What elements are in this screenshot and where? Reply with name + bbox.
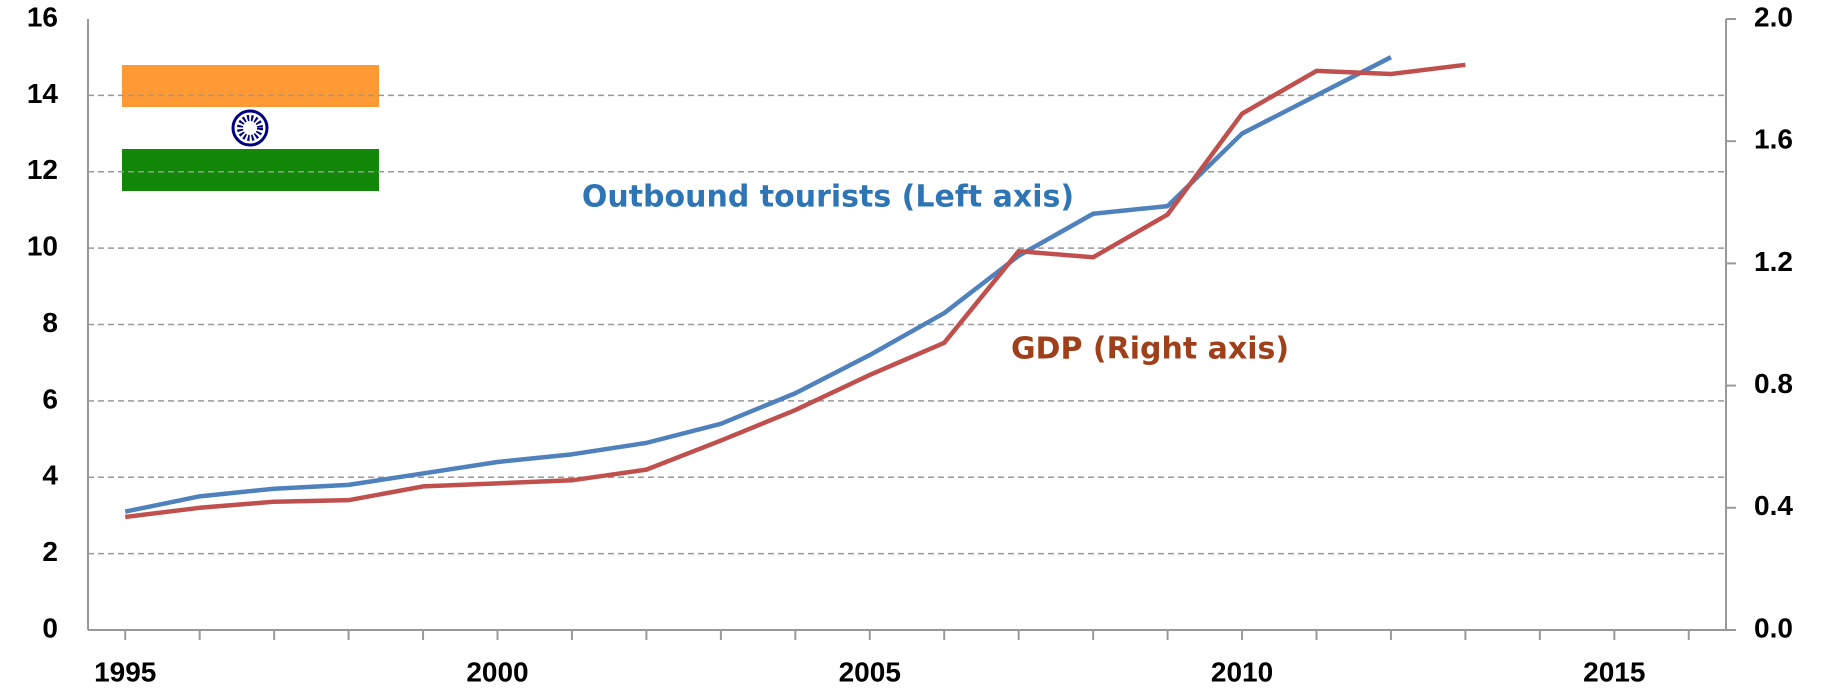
y-tick-label: 8 [42, 307, 58, 338]
flag-wheel [231, 109, 269, 147]
x-tick-label: 2015 [1583, 656, 1645, 687]
x-tick-label: 2005 [839, 656, 901, 687]
y-tick-label: 14 [27, 78, 59, 109]
y-tick-label: 16 [27, 1, 58, 32]
y2-tick-label: 0.4 [1754, 490, 1793, 521]
y2-tick-label: 0.0 [1754, 612, 1793, 643]
y-tick-label: 4 [42, 460, 58, 491]
flag-spokes [237, 115, 263, 141]
y-tick-label: 12 [27, 154, 58, 185]
india-flag [122, 65, 379, 191]
y2-tick-label: 0.8 [1754, 368, 1793, 399]
y-tick-label: 10 [27, 231, 58, 262]
y-tick-label: 2 [42, 536, 58, 567]
x-tick-label: 1995 [94, 656, 156, 687]
flag-saffron [122, 65, 379, 107]
x-tick-label: 2000 [466, 656, 528, 687]
y2-tick-label: 1.6 [1754, 124, 1793, 155]
flag-white [122, 107, 379, 149]
y2-tick-label: 2.0 [1754, 1, 1793, 32]
x-tick-label: 2010 [1211, 656, 1273, 687]
y-tick-label: 6 [42, 383, 58, 414]
series-label: Outbound tourists (Left axis) [582, 180, 1074, 215]
y2-tick-label: 1.2 [1754, 246, 1793, 277]
series-label: GDP (Right axis) [1011, 332, 1289, 367]
flag-green [122, 149, 379, 191]
series-line [124, 62, 1466, 520]
y-tick-label: 0 [42, 612, 58, 643]
